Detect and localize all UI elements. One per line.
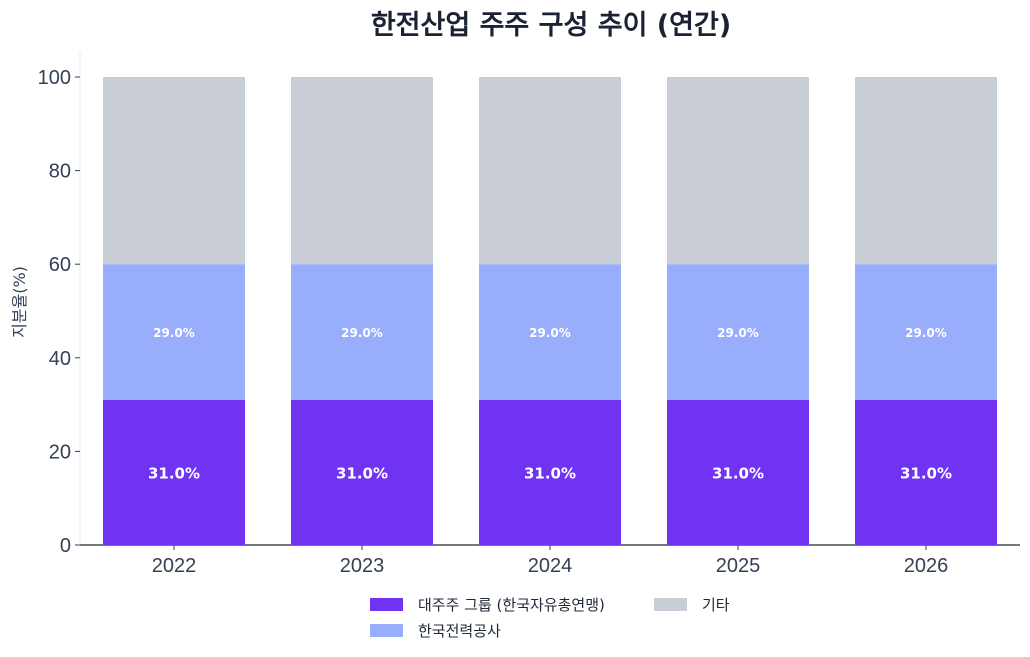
bar-segment [291, 77, 433, 265]
plot-area: 0 20 40 60 80 100 31.0% 29.0% 2022 31.0% 29.0% 2023… [38, 52, 1020, 577]
y-tick-label: 100 [38, 67, 71, 89]
bar-segment [855, 264, 997, 400]
x-tick-label: 2025 [716, 555, 761, 577]
bar-segment [855, 399, 997, 545]
chart-title: 한전산업 주주 구성 추이 (연간) [371, 10, 731, 41]
y-tick-label: 60 [49, 254, 71, 276]
data-label: 29.0% [341, 326, 383, 340]
legend-swatch [370, 598, 403, 611]
data-label: 31.0% [336, 464, 388, 482]
bar-segment [667, 77, 809, 265]
bar-segment [855, 77, 997, 265]
y-axis-label: 지분율(%) [10, 266, 29, 338]
y-tick-label: 40 [49, 348, 71, 370]
legend-swatch [654, 598, 687, 611]
legend-label: 대주주 그룹 (한국자유총연맹) [418, 596, 605, 614]
x-tick-label: 2024 [528, 555, 573, 577]
bar-segment [103, 77, 245, 265]
data-label: 29.0% [529, 326, 571, 340]
bar-segment [667, 264, 809, 400]
bar-segment [103, 399, 245, 545]
bar-segment [479, 399, 621, 545]
data-label: 31.0% [900, 464, 952, 482]
data-label: 29.0% [153, 326, 195, 340]
x-tick-label: 2026 [904, 555, 949, 577]
y-tick-label: 20 [49, 441, 71, 463]
bar-segment [291, 264, 433, 400]
bar-segment [479, 264, 621, 400]
data-label: 29.0% [717, 326, 759, 340]
data-label: 31.0% [524, 464, 576, 482]
data-label: 29.0% [905, 326, 947, 340]
legend: 대주주 그룹 (한국자유총연맹) 한국전력공사 기타 [370, 596, 730, 640]
legend-swatch [370, 624, 403, 637]
legend-label: 기타 [702, 596, 730, 614]
data-label: 31.0% [148, 464, 200, 482]
y-tick-label: 0 [60, 535, 71, 557]
data-label: 31.0% [712, 464, 764, 482]
bar-segment [479, 77, 621, 265]
y-tick-label: 80 [49, 161, 71, 183]
x-tick-label: 2022 [152, 555, 197, 577]
bar-segment [667, 399, 809, 545]
bar-segment [103, 264, 245, 400]
x-tick-label: 2023 [340, 555, 385, 577]
legend-label: 한국전력공사 [418, 622, 501, 640]
bar-segment [291, 399, 433, 545]
